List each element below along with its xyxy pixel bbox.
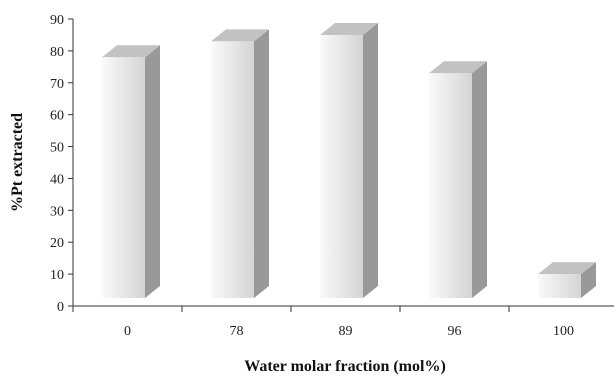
bars [102, 22, 596, 299]
bar-side [581, 262, 596, 298]
bar-top [429, 61, 487, 74]
y-tick-label: 0 [57, 300, 64, 315]
bar-front [102, 57, 145, 299]
x-tick-label: 78 [230, 324, 244, 339]
bar [429, 61, 487, 298]
bar-front [429, 73, 472, 298]
bar-side [145, 45, 160, 299]
bar-top [538, 262, 596, 275]
y-tick-label: 40 [50, 172, 64, 187]
y-axis: 0 10 20 30 40 50 60 70 80 90 [50, 13, 74, 315]
bar [102, 45, 160, 299]
x-axis: 0 78 89 96 100 [72, 305, 614, 339]
bar-side [472, 61, 487, 298]
bar-front [211, 41, 254, 298]
bar [211, 29, 269, 298]
y-axis-title: %Pt extracted [9, 113, 26, 212]
y-tick-label: 30 [50, 204, 64, 219]
bar-side [363, 22, 378, 298]
bar-front [320, 34, 363, 298]
bar [320, 22, 378, 298]
y-tick-label: 60 [50, 109, 64, 124]
bar-top [102, 45, 160, 58]
y-tick-label: 80 [50, 45, 64, 60]
bar-top [320, 22, 378, 35]
bar [538, 262, 596, 298]
x-tick-label: 96 [448, 324, 462, 339]
y-tick-label: 10 [50, 268, 64, 283]
y-tick-label: 20 [50, 236, 64, 251]
bar-top [211, 29, 269, 42]
y-tick-label: 50 [50, 141, 64, 156]
x-axis-title: Water molar fraction (mol%) [244, 358, 446, 375]
x-tick-label: 0 [124, 324, 131, 339]
x-tick-label: 100 [553, 324, 574, 339]
bar-front [538, 274, 581, 298]
y-tick-label: 90 [50, 13, 64, 28]
x-tick-label: 89 [339, 324, 353, 339]
y-tick-label: 70 [50, 77, 64, 92]
bar-side [254, 29, 269, 298]
